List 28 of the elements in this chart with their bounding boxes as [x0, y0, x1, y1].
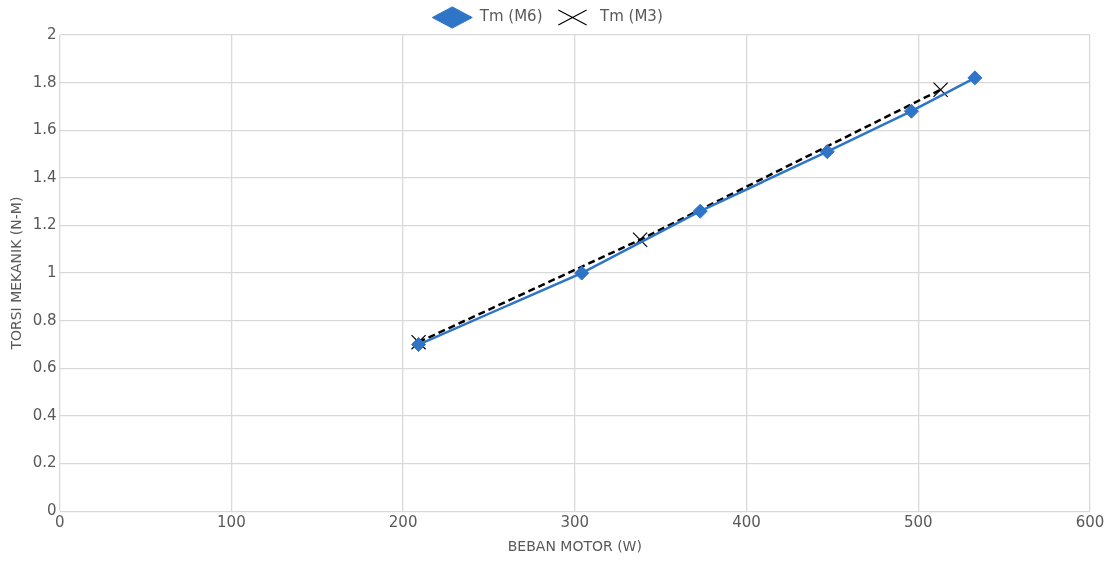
- point: [932, 82, 949, 98]
- y-tick-label: 1.6: [32, 120, 57, 139]
- y-tick-label: 1: [47, 262, 57, 281]
- x-tick-label: 100: [217, 513, 246, 532]
- y-tick-label: 0.4: [32, 405, 57, 424]
- point: [692, 203, 708, 219]
- legend-label: Tm (M6): [478, 7, 543, 26]
- point: [574, 265, 590, 281]
- x-tick-label: 600: [1075, 513, 1105, 532]
- y-tick-label: 0: [47, 501, 57, 520]
- x-tick-label: 500: [903, 513, 933, 532]
- x-tick-label: 400: [732, 513, 761, 532]
- point: [632, 232, 648, 248]
- x-tick-label: 200: [388, 513, 418, 532]
- point: [819, 144, 835, 160]
- y-axis-title: TORSI MEKANIK (N-M): [8, 196, 25, 351]
- y-tick-label: 0.8: [32, 310, 57, 329]
- y-tick-label: 1.2: [32, 215, 57, 234]
- y-tick-label: 0.6: [32, 358, 57, 377]
- y-tick-label: 1.4: [32, 167, 57, 186]
- point: [903, 103, 919, 119]
- legend-label: Tm (M3): [599, 7, 663, 26]
- x-axis-title: BEBAN MOTOR (W): [507, 538, 642, 555]
- y-tick-label: 0.2: [32, 453, 57, 472]
- y-tick-label: 1.8: [32, 72, 57, 91]
- y-tick-label: 2: [47, 24, 57, 43]
- x-tick-label: 300: [560, 513, 590, 532]
- point: [967, 70, 983, 86]
